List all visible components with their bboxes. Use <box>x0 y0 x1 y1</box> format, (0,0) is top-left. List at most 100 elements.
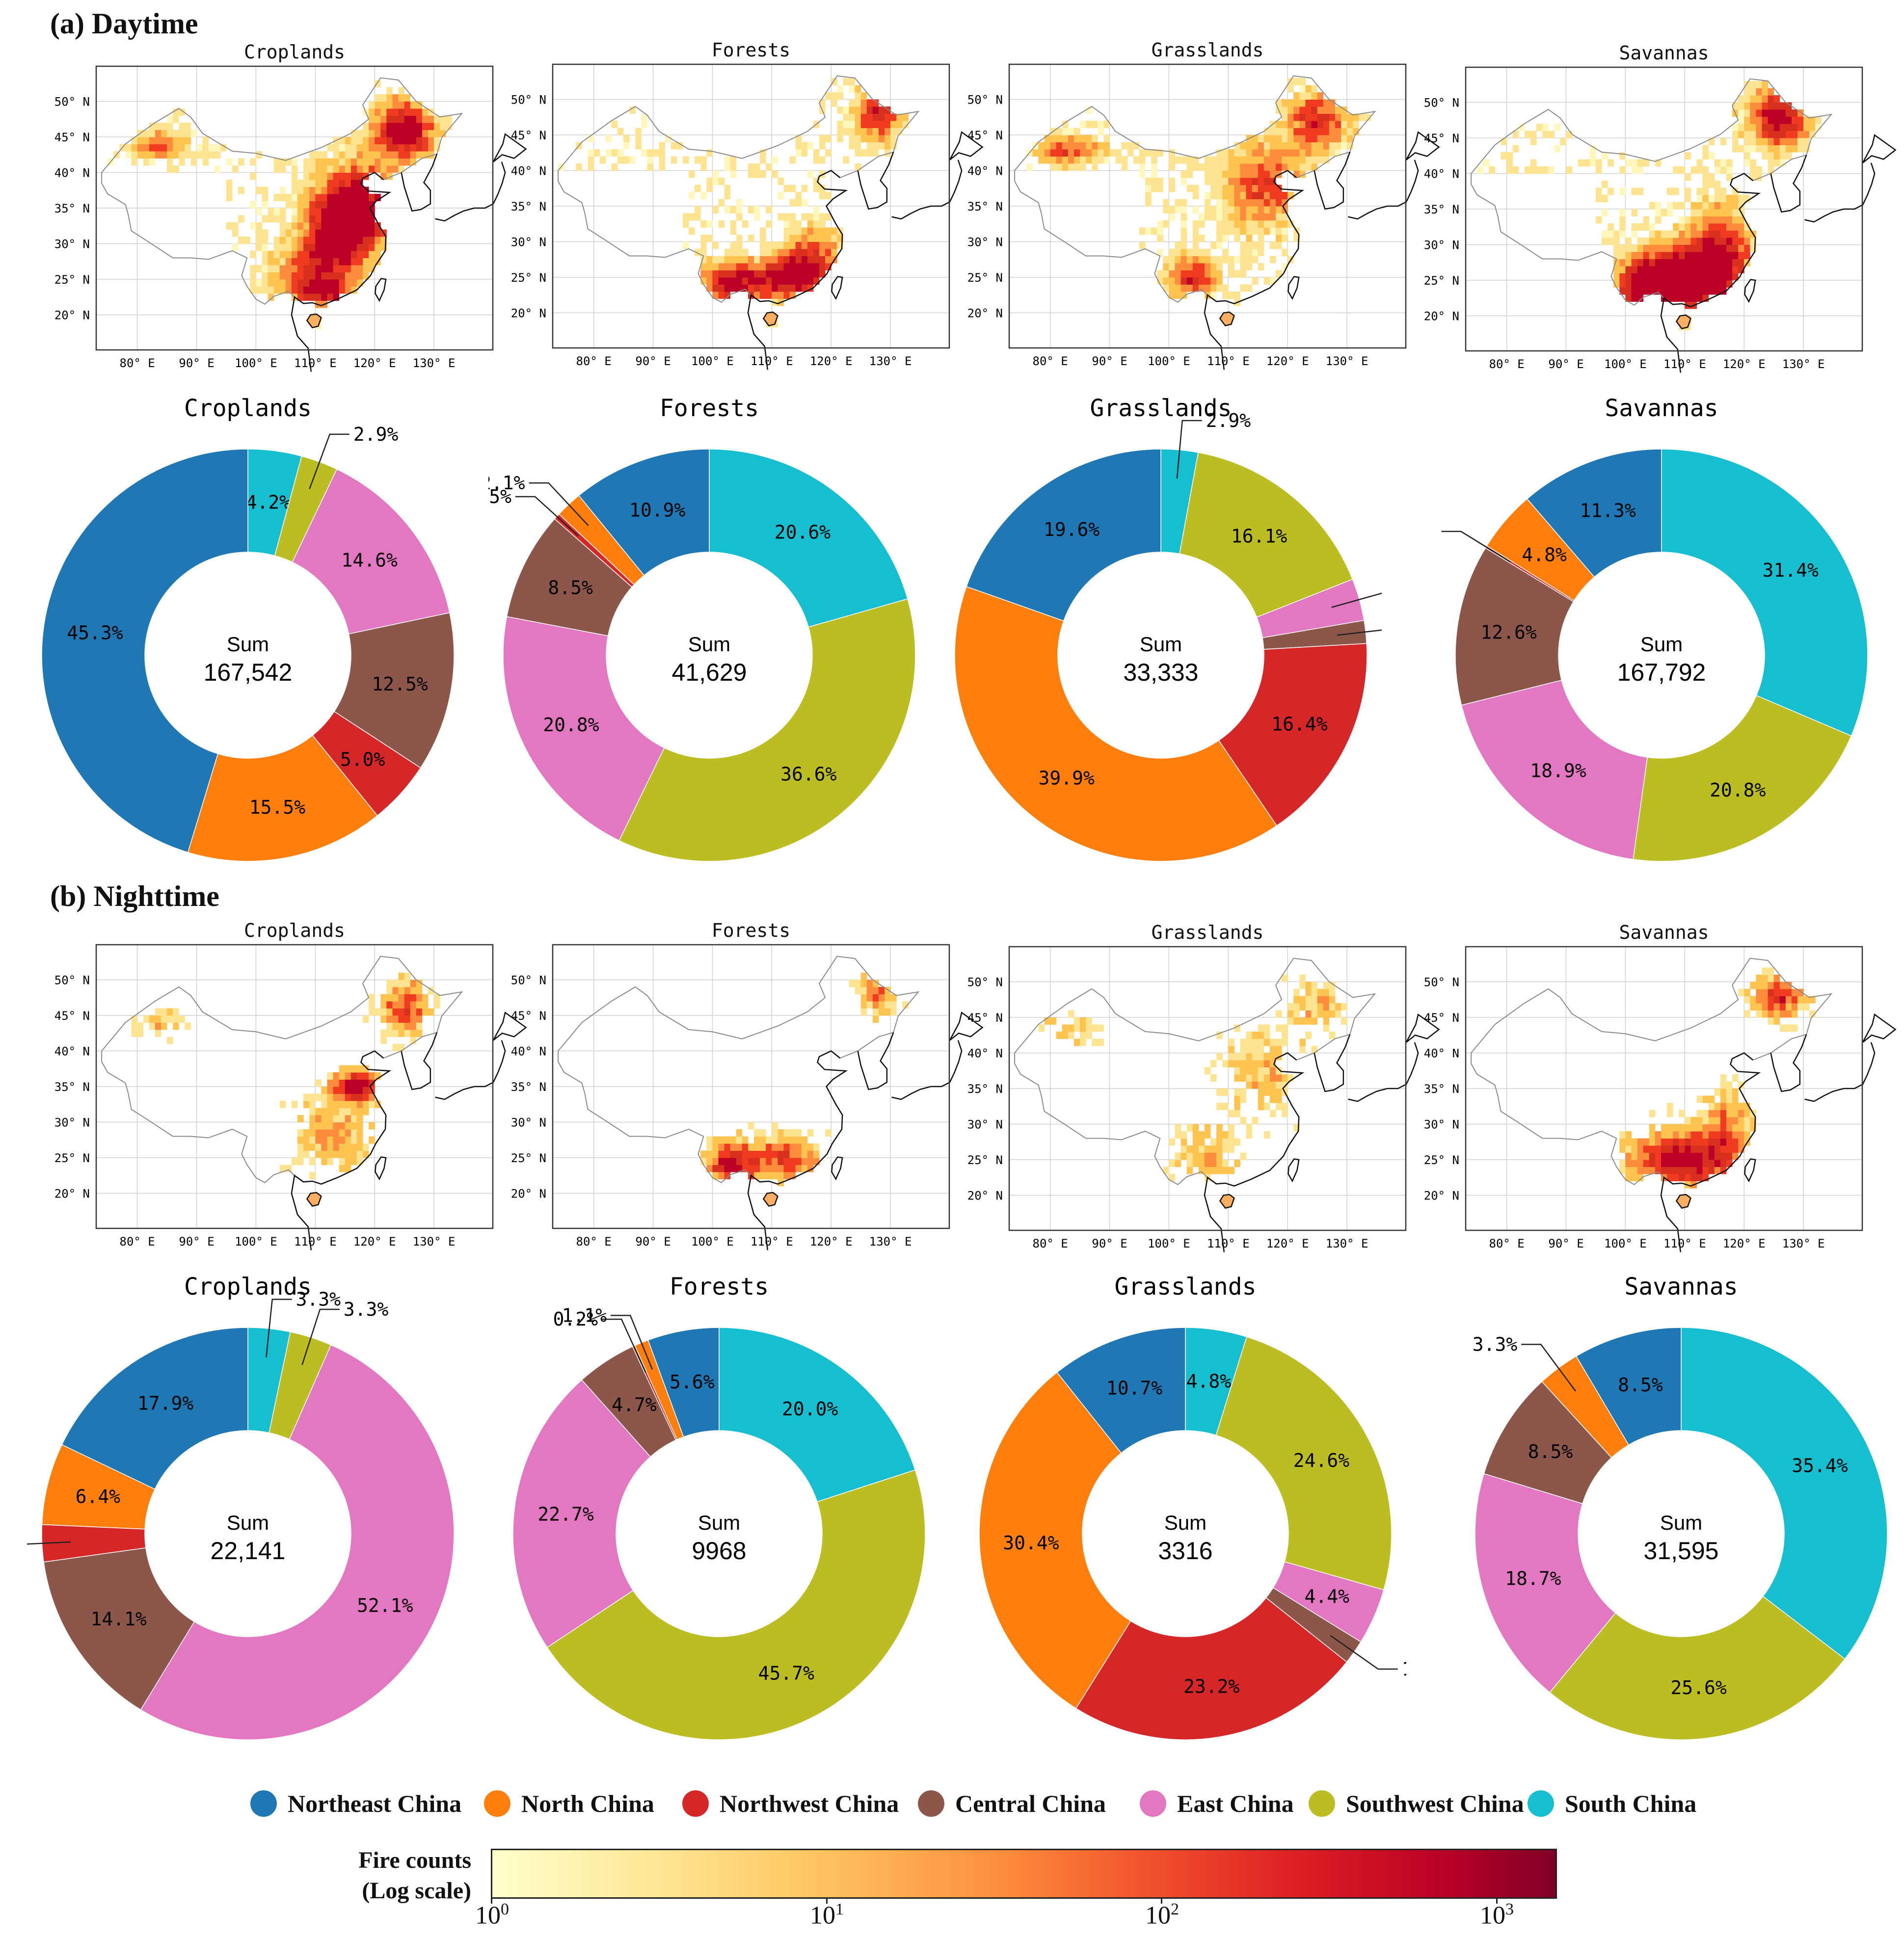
fire-cell <box>1180 170 1187 178</box>
hokkaido-coastline <box>1405 1013 1440 1043</box>
fire-cell <box>778 1165 784 1172</box>
fire-cell <box>1246 170 1253 178</box>
fire-cell <box>1086 1024 1092 1032</box>
fire-cell <box>1204 270 1211 278</box>
fire-cell <box>356 1143 363 1151</box>
fire-cell <box>1258 1046 1264 1053</box>
fire-cell <box>1732 195 1739 202</box>
fire-cell <box>1768 131 1774 138</box>
fire-cell <box>297 265 304 272</box>
fire-cell <box>1631 287 1638 295</box>
fire-cell <box>392 101 399 109</box>
fire-cell <box>1702 1117 1709 1124</box>
fire-cell <box>333 151 340 159</box>
fire-cell <box>1714 238 1721 245</box>
fire-cell <box>392 994 399 1002</box>
lon-tick-label: 130° E <box>413 1235 456 1248</box>
fire-cell <box>1222 206 1229 213</box>
fire-cell <box>1619 1160 1626 1167</box>
fire-cell <box>772 1143 778 1151</box>
fire-cell <box>1779 996 1786 1004</box>
fire-cell <box>350 1143 357 1151</box>
fire-cell <box>1115 149 1122 157</box>
fire-cell <box>1263 1081 1270 1089</box>
fire-cell <box>333 258 340 266</box>
fire-cell <box>1263 1089 1270 1096</box>
fire-cell <box>1791 145 1798 153</box>
fire-cell <box>1708 181 1715 188</box>
slice-label: 11.3% <box>1580 500 1636 522</box>
fire-cell <box>1720 1160 1727 1167</box>
fire-cell <box>398 123 405 130</box>
leader-line <box>529 482 589 526</box>
fire-cell <box>315 215 322 223</box>
fire-cell <box>1204 1152 1211 1160</box>
fire-cell <box>1050 135 1057 142</box>
fire-cell <box>1317 996 1324 1004</box>
lon-tick-label: 80° E <box>1033 1237 1068 1250</box>
fire-cell <box>386 94 393 102</box>
fire-cell <box>1756 989 1762 996</box>
fire-cell <box>309 186 316 194</box>
fire-cell <box>1323 1017 1330 1025</box>
fire-cell <box>795 1158 802 1165</box>
coastline <box>747 170 848 370</box>
center-value: 167,792 <box>1617 659 1706 686</box>
fire-density-map: 50° N45° N40° N35° N30° N25° N20° N80° E… <box>511 63 984 370</box>
fire-cell <box>795 227 802 235</box>
fire-cell <box>1329 142 1336 150</box>
fire-cell <box>1216 206 1223 213</box>
fire-cell <box>783 235 790 242</box>
fire-cell <box>327 1072 334 1080</box>
fire-cell <box>1720 195 1727 202</box>
fire-cell <box>789 235 796 242</box>
fire-cell <box>1685 1174 1691 1181</box>
fire-cell <box>754 1172 760 1179</box>
fire-cell <box>1720 187 1727 195</box>
fire-cell <box>1186 170 1193 178</box>
fire-cell <box>1720 1117 1727 1124</box>
fire-cell <box>1282 1110 1288 1117</box>
lon-tick-label: 130° E <box>869 1235 912 1248</box>
fire-cell <box>339 1136 346 1144</box>
lat-tick-label: 45° N <box>54 131 90 144</box>
fire-cell <box>1679 1174 1685 1181</box>
fire-cell <box>333 215 340 223</box>
fire-cell <box>1744 989 1750 996</box>
fire-cell <box>262 286 268 294</box>
fire-cell <box>1637 280 1644 288</box>
fire-cell <box>1068 128 1074 135</box>
fire-cell <box>885 128 891 135</box>
fire-cell <box>1276 121 1282 128</box>
slice-label: 2.9% <box>1206 410 1251 431</box>
fire-cell <box>303 222 310 230</box>
fire-cell <box>167 1015 173 1023</box>
fire-cell <box>356 1122 363 1130</box>
fire-cell <box>689 192 695 199</box>
fire-cell <box>1180 241 1187 249</box>
fire-cell <box>1252 1067 1259 1075</box>
fire-cell <box>1240 1095 1247 1103</box>
fire-cell <box>339 272 346 280</box>
fire-cell <box>1246 1053 1253 1061</box>
fire-cell <box>1738 109 1744 117</box>
fire-cell <box>1192 284 1199 292</box>
slice-label: 18.7% <box>1505 1568 1561 1590</box>
fire-cell <box>1293 142 1300 150</box>
fire-cell <box>202 151 209 159</box>
fire-cell <box>315 1079 322 1087</box>
fire-cell <box>1263 1067 1270 1075</box>
fire-cell <box>422 144 429 152</box>
fire-cell <box>1690 294 1697 302</box>
lon-tick-label: 120° E <box>1723 357 1766 371</box>
fire-cell <box>760 249 766 256</box>
fire-cell <box>1175 1131 1181 1139</box>
fire-cell <box>772 1150 778 1158</box>
fire-cell <box>1323 996 1330 1004</box>
fire-cell <box>386 994 393 1002</box>
fire-cell <box>1317 106 1324 114</box>
fire-cell <box>333 172 340 180</box>
fire-cell <box>1702 1167 1709 1174</box>
fire-cell <box>754 256 760 264</box>
fire-cell <box>1625 1174 1632 1181</box>
